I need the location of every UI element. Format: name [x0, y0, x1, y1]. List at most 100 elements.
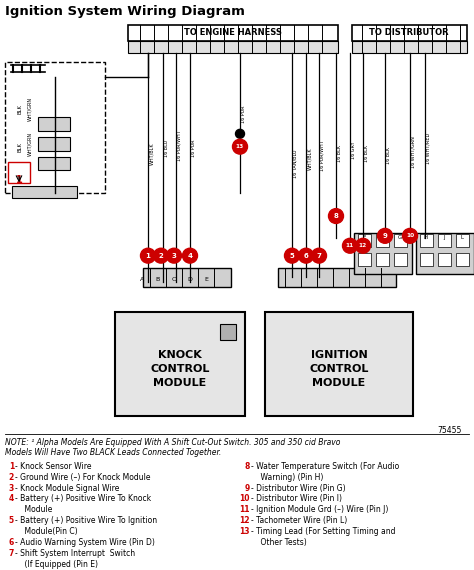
Text: WHT/BLK: WHT/BLK [307, 147, 312, 170]
Bar [278, 267, 396, 287]
Bar [376, 253, 389, 266]
Bar [394, 234, 407, 247]
Text: 7: 7 [317, 253, 321, 259]
Text: 16 PUR/WHT: 16 PUR/WHT [320, 140, 325, 171]
Text: TO DISTRIBUTOR: TO DISTRIBUTOR [369, 28, 449, 37]
Bar [128, 40, 338, 52]
Text: 16 PUR: 16 PUR [191, 140, 196, 157]
Text: 12: 12 [239, 516, 250, 526]
Text: 10: 10 [406, 233, 414, 238]
Text: D: D [188, 277, 192, 282]
Text: B: B [156, 277, 160, 282]
Bar [420, 234, 433, 247]
Text: - Timing Lead (For Setting Timing and: - Timing Lead (For Setting Timing and [251, 527, 395, 536]
Bar [38, 117, 70, 131]
Bar [438, 234, 451, 247]
Text: BLK: BLK [18, 142, 22, 152]
Text: - Shift System Interrupt  Switch: - Shift System Interrupt Switch [15, 549, 135, 558]
Text: 3: 3 [172, 253, 176, 259]
Text: A: A [140, 277, 144, 282]
Text: 16 GRY: 16 GRY [351, 142, 356, 160]
Text: Models Will Have Two BLACK Leads Connected Together.: Models Will Have Two BLACK Leads Connect… [5, 448, 221, 457]
Text: Module: Module [15, 506, 52, 514]
Text: 9: 9 [383, 233, 387, 239]
Circle shape [182, 249, 198, 263]
Text: TO ENGINE HARNESS: TO ENGINE HARNESS [184, 28, 282, 37]
Text: 7: 7 [9, 549, 14, 558]
Text: BLK: BLK [18, 104, 22, 114]
Text: G: G [398, 235, 402, 240]
Text: KNOCK
CONTROL
MODULE: KNOCK CONTROL MODULE [150, 350, 210, 388]
Text: 16 PUR: 16 PUR [241, 105, 246, 123]
Text: - Ground Wire (–) For Knock Module: - Ground Wire (–) For Knock Module [15, 473, 151, 482]
Circle shape [356, 238, 371, 253]
Bar [38, 137, 70, 150]
Bar [358, 253, 371, 266]
Text: 11: 11 [239, 506, 250, 514]
Bar [352, 40, 467, 52]
Bar [265, 312, 413, 416]
Text: - Distributor Wire (Pin G): - Distributor Wire (Pin G) [251, 483, 346, 492]
Bar [8, 161, 30, 184]
Text: - Distributor Wire (Pin I): - Distributor Wire (Pin I) [251, 495, 342, 503]
Text: IGNITION
CONTROL
MODULE: IGNITION CONTROL MODULE [310, 350, 369, 388]
Circle shape [140, 249, 155, 263]
Text: - Audio Warning System Wire (Pin D): - Audio Warning System Wire (Pin D) [15, 538, 155, 547]
Bar [376, 234, 389, 247]
Text: 16 WHT/RED: 16 WHT/RED [426, 133, 431, 164]
Text: 8: 8 [334, 213, 338, 219]
Text: 11: 11 [346, 243, 354, 249]
Text: 16 BLK: 16 BLK [337, 145, 342, 162]
Text: 9: 9 [245, 483, 250, 492]
Text: 16 PUR/WHT: 16 PUR/WHT [177, 131, 182, 161]
Bar [5, 63, 105, 193]
Text: Other Tests): Other Tests) [251, 538, 307, 547]
Text: Ignition System Wiring Diagram: Ignition System Wiring Diagram [5, 5, 245, 18]
Text: - Ignition Module Grd (–) Wire (Pin J): - Ignition Module Grd (–) Wire (Pin J) [251, 506, 388, 514]
Circle shape [236, 129, 245, 139]
Text: 6: 6 [304, 253, 309, 259]
Bar [456, 234, 469, 247]
Text: 3: 3 [9, 483, 14, 492]
Text: 2: 2 [159, 253, 164, 259]
Text: WHT/GRN: WHT/GRN [27, 97, 33, 121]
Circle shape [377, 229, 392, 243]
Text: Module(Pin C): Module(Pin C) [15, 527, 78, 536]
Text: 16 WHT/GRN: 16 WHT/GRN [411, 136, 416, 168]
Text: 12: 12 [359, 243, 367, 249]
Circle shape [328, 209, 344, 223]
Text: 8: 8 [245, 462, 250, 471]
Bar [438, 253, 451, 266]
Text: 10: 10 [239, 495, 250, 503]
Bar [12, 186, 77, 198]
Text: - Battery (+) Positive Wire To Knock: - Battery (+) Positive Wire To Knock [15, 495, 151, 503]
Text: - Water Temperature Switch (For Audio: - Water Temperature Switch (For Audio [251, 462, 399, 471]
Text: H: H [424, 235, 428, 240]
Text: 1: 1 [146, 253, 150, 259]
Bar [354, 233, 412, 275]
Text: 5: 5 [290, 253, 294, 259]
Circle shape [311, 249, 327, 263]
Text: 16 BLK: 16 BLK [386, 147, 391, 164]
Text: 16 TAN/BLU: 16 TAN/BLU [293, 149, 298, 178]
Text: F: F [381, 235, 383, 240]
Bar [143, 267, 231, 287]
Circle shape [284, 249, 300, 263]
Text: 16 BLU: 16 BLU [164, 140, 169, 157]
Text: L: L [461, 235, 464, 240]
Bar [456, 253, 469, 266]
Text: - Tachometer Wire (Pin L): - Tachometer Wire (Pin L) [251, 516, 347, 526]
Text: E: E [204, 277, 208, 282]
Circle shape [233, 139, 247, 154]
Text: C: C [172, 277, 176, 282]
Circle shape [343, 238, 357, 253]
Text: 6: 6 [9, 538, 14, 547]
Text: - Knock Sensor Wire: - Knock Sensor Wire [15, 462, 91, 471]
Text: WHT/BLK: WHT/BLK [149, 142, 154, 165]
Bar [115, 312, 245, 416]
Text: 5: 5 [9, 516, 14, 526]
Text: 16 BLK: 16 BLK [364, 145, 369, 162]
Text: 13: 13 [239, 527, 250, 536]
Bar [352, 25, 467, 40]
Text: NOTE: ¹ Alpha Models Are Equipped With A Shift Cut-Out Switch. 305 and 350 cid B: NOTE: ¹ Alpha Models Are Equipped With A… [5, 438, 340, 447]
